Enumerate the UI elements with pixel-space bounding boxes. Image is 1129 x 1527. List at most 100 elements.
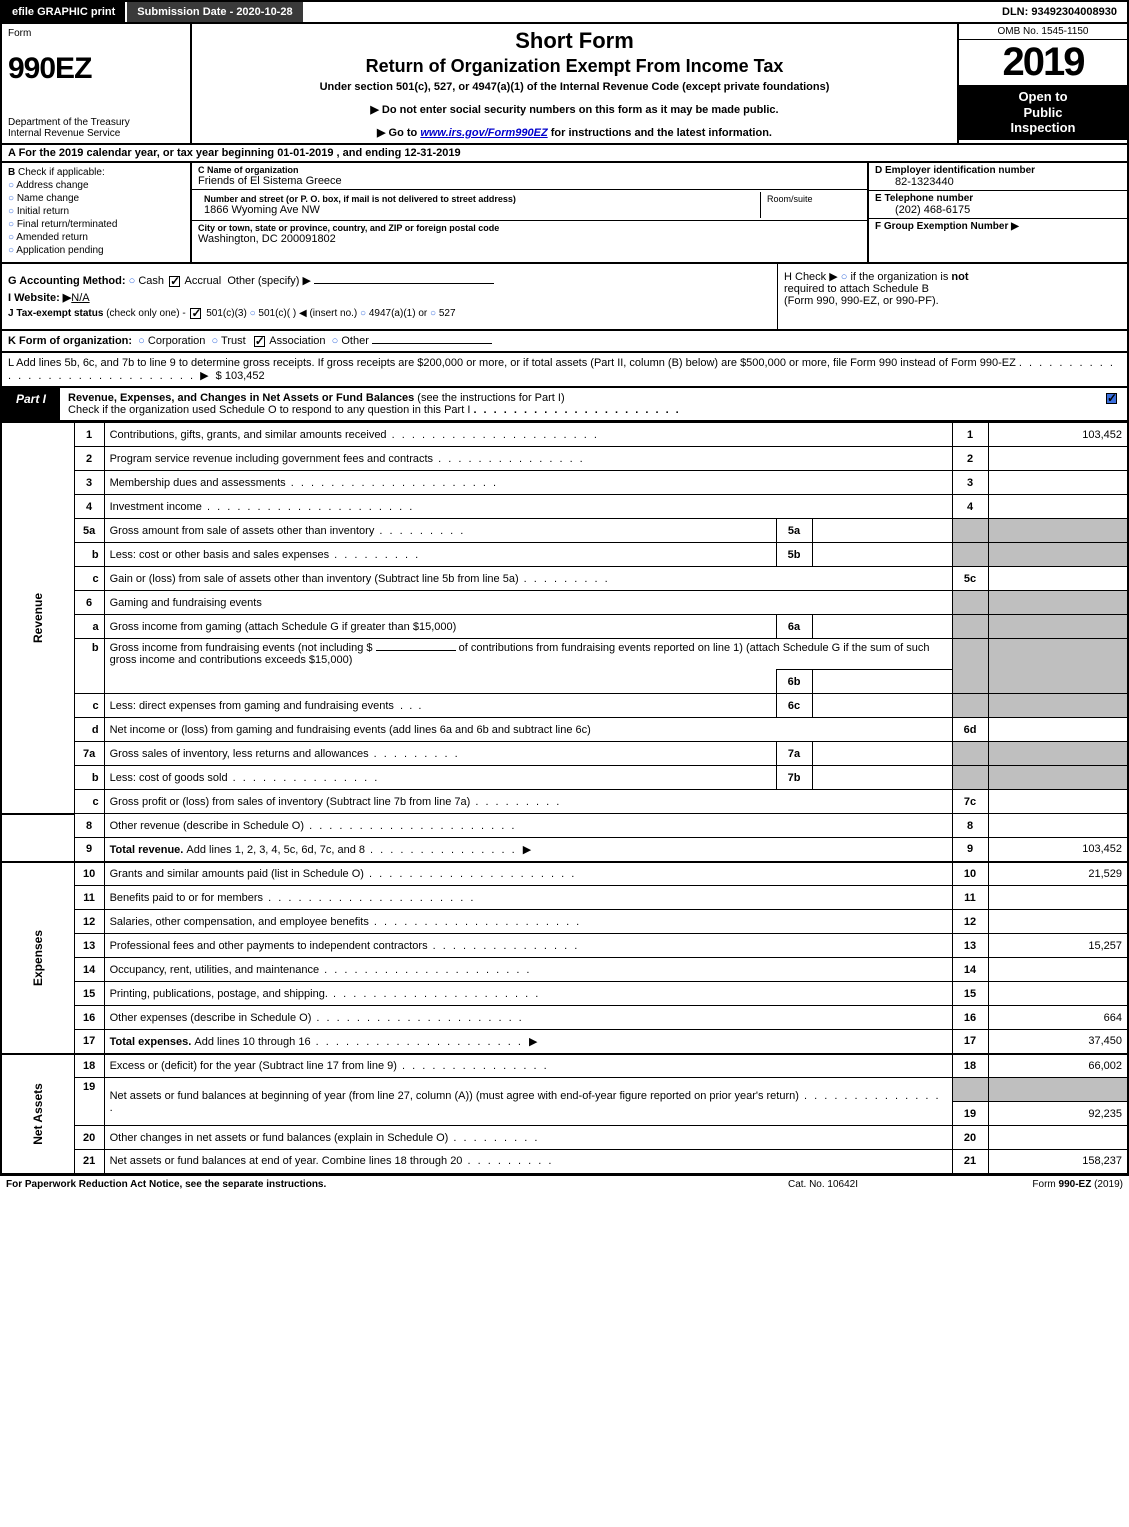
part-1-title: Revenue, Expenses, and Changes in Net As… [60, 388, 1096, 420]
goto-pre: ▶ Go to [377, 127, 420, 139]
chk-amended-return[interactable]: Amended return [8, 232, 184, 243]
line-amount [988, 1126, 1128, 1150]
chk-name-change[interactable]: Name change [8, 193, 184, 204]
line-ref: 2 [952, 447, 988, 471]
line-desc: Net income or (loss) from gaming and fun… [104, 718, 952, 742]
mini-ref: 6b [776, 670, 812, 694]
j-4947: 4947(a)(1) or [369, 308, 427, 319]
line-num: c [74, 790, 104, 814]
mini-val [812, 519, 952, 543]
line-amount: 92,235 [988, 1102, 1128, 1126]
col-b-checkboxes: B Check if applicable: Address change Na… [2, 163, 192, 262]
dots-icon [202, 501, 414, 513]
line-ref: 6d [952, 718, 988, 742]
radio-icon[interactable]: ○ [430, 308, 436, 319]
efile-print-button[interactable]: efile GRAPHIC print [2, 2, 127, 22]
mini-val [812, 670, 952, 694]
line-desc: Less: cost of goods sold [104, 766, 776, 790]
line-desc: Professional fees and other payments to … [104, 934, 952, 958]
k-form-of-org: K Form of organization: ○ Corporation ○ … [0, 331, 1129, 353]
chk-accrual[interactable] [169, 276, 180, 287]
k-assoc: Association [269, 335, 325, 347]
addr-label: Number and street (or P. O. box, if mail… [204, 194, 754, 204]
city-label: City or town, state or province, country… [198, 223, 861, 233]
line-num: c [74, 567, 104, 591]
line-num: 15 [74, 982, 104, 1006]
form-word: Form [8, 28, 31, 39]
h-check-circle[interactable]: ○ [841, 271, 848, 283]
line-desc: Gross profit or (loss) from sales of inv… [104, 790, 952, 814]
g-accounting-method: G Accounting Method: ○ Cash Accrual Othe… [8, 274, 771, 287]
line-num: b [74, 543, 104, 567]
chk-application-pending[interactable]: Application pending [8, 245, 184, 256]
dots-icon [364, 868, 576, 880]
l6b-amount-input[interactable] [376, 650, 456, 651]
footer-form-pre: Form [1032, 1179, 1058, 1190]
line-amount: 66,002 [988, 1054, 1128, 1078]
line-amount-grey [988, 543, 1128, 567]
line-amount: 103,452 [988, 838, 1128, 862]
line-ref-grey [952, 694, 988, 718]
b-letter: B [8, 167, 15, 178]
radio-icon[interactable]: ○ [212, 335, 219, 347]
expenses-text: Expenses [31, 927, 45, 989]
line-desc: Contributions, gifts, grants, and simila… [104, 423, 952, 447]
chk-initial-return[interactable]: Initial return [8, 206, 184, 217]
part-1-schedule-o-checkbox[interactable] [1106, 393, 1117, 404]
l-amount: $ 103,452 [216, 370, 265, 382]
h-text2: if the organization is [850, 271, 951, 283]
radio-icon[interactable]: ○ [138, 335, 145, 347]
line-ref: 3 [952, 471, 988, 495]
chk-association[interactable] [254, 336, 265, 347]
line-ref: 18 [952, 1054, 988, 1078]
dots-icon [433, 453, 585, 465]
sidelabel-expenses: Expenses [1, 862, 74, 1054]
line-num: 3 [74, 471, 104, 495]
header-mid: Short Form Return of Organization Exempt… [192, 24, 957, 143]
line-amount [988, 567, 1128, 591]
line-desc: Gaming and fundraising events [104, 591, 952, 615]
line-ref-grey [952, 519, 988, 543]
part-1-check-line: Check if the organization used Schedule … [68, 404, 470, 416]
line-num: b [74, 766, 104, 790]
page-footer: For Paperwork Reduction Act Notice, see … [0, 1175, 1129, 1193]
g-other-input[interactable] [314, 283, 494, 284]
mini-val [812, 615, 952, 639]
radio-icon[interactable]: ○ [250, 308, 256, 319]
k-other-input[interactable] [372, 343, 492, 344]
line-ref: 14 [952, 958, 988, 982]
line-ref: 1 [952, 423, 988, 447]
line-ref: 21 [952, 1150, 988, 1174]
l5a-desc: Gross amount from sale of assets other t… [110, 525, 375, 537]
netassets-text: Net Assets [31, 1083, 45, 1145]
l7c-desc: Gross profit or (loss) from sales of inv… [110, 796, 471, 808]
line-num: 7a [74, 742, 104, 766]
line-amount [988, 910, 1128, 934]
l1-desc: Contributions, gifts, grants, and simila… [110, 429, 387, 441]
mini-ref: 7a [776, 742, 812, 766]
line-desc: Benefits paid to or for members [104, 886, 952, 910]
i-label: I Website: ▶ [8, 292, 71, 304]
form-header: Form 990EZ Department of the Treasury In… [0, 24, 1129, 145]
line-amount [988, 958, 1128, 982]
title-return-exempt: Return of Organization Exempt From Incom… [200, 56, 949, 77]
line-ref: 16 [952, 1006, 988, 1030]
line-num: 11 [74, 886, 104, 910]
chk-address-change[interactable]: Address change [8, 180, 184, 191]
g-accrual: Accrual [185, 275, 222, 287]
chk-501c3[interactable] [190, 308, 201, 319]
spacer [303, 2, 992, 22]
line-num: 1 [74, 423, 104, 447]
line-amount [988, 447, 1128, 471]
l3-desc: Membership dues and assessments [110, 477, 286, 489]
l17-desc: Add lines 10 through 16 [194, 1036, 310, 1048]
radio-icon[interactable]: ○ [332, 335, 339, 347]
radio-icon[interactable]: ○ [129, 275, 136, 287]
irs-link[interactable]: www.irs.gov/Form990EZ [420, 127, 547, 139]
row-a-tax-year: A For the 2019 calendar year, or tax yea… [0, 145, 1129, 163]
inspect-3: Inspection [1010, 120, 1075, 135]
radio-icon[interactable]: ○ [360, 308, 366, 319]
chk-final-return[interactable]: Final return/terminated [8, 219, 184, 230]
ein-value: 82-1323440 [875, 176, 1121, 188]
part-1-tag: Part I [2, 388, 60, 420]
